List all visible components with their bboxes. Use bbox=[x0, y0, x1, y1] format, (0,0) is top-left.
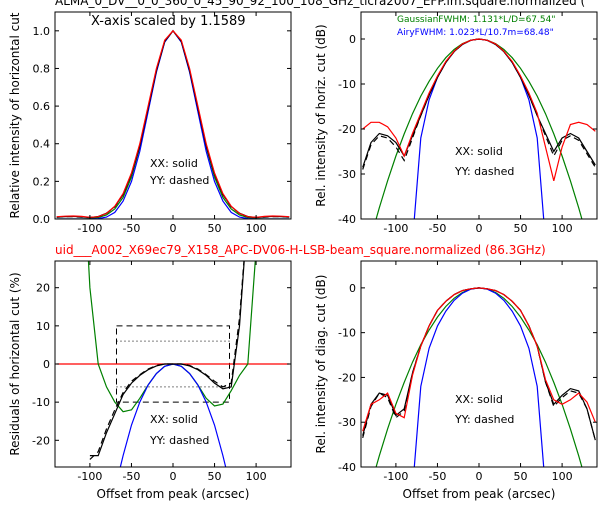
x-tick-label: 50 bbox=[208, 470, 222, 483]
annotation: XX: solid bbox=[455, 393, 503, 406]
y-tick-label: 0.6 bbox=[33, 100, 51, 113]
annotation: YY: dashed bbox=[454, 165, 514, 178]
y-tick-label: -20 bbox=[32, 434, 50, 447]
series-line bbox=[362, 38, 596, 181]
annotation: XX: solid bbox=[455, 145, 503, 158]
y-tick-label: 10 bbox=[36, 320, 50, 333]
y-tick-label: 0 bbox=[349, 33, 356, 46]
plot-area bbox=[55, 12, 291, 219]
series-line bbox=[362, 287, 596, 432]
x-tick-label: -100 bbox=[77, 222, 102, 235]
y-axis-label: Relative intensity of horizontal cut bbox=[8, 12, 22, 218]
x-tick-label: 0 bbox=[476, 222, 483, 235]
y-tick-label: -20 bbox=[338, 371, 356, 384]
y-tick-label: 0.4 bbox=[33, 138, 51, 151]
chart-title: uid___A002_X69ec79_X158_APC-DV06-H-LSB-b… bbox=[55, 243, 546, 257]
y-axis-label: Rel. intensity of diag. cut (dB) bbox=[314, 275, 328, 454]
x-tick-label: 100 bbox=[552, 222, 573, 235]
series-line bbox=[89, 261, 245, 457]
x-tick-label: 0 bbox=[170, 222, 177, 235]
x-tick-label: -50 bbox=[122, 222, 140, 235]
y-tick-label: -10 bbox=[338, 78, 356, 91]
y-tick-label: 0 bbox=[349, 282, 356, 295]
y-tick-label: -10 bbox=[32, 396, 50, 409]
annotation: GaussianFWHM: 1.131*L/D=67.54" bbox=[397, 15, 555, 25]
y-tick-label: 1.0 bbox=[33, 25, 51, 38]
y-tick-label: 0.2 bbox=[33, 175, 51, 188]
y-tick-label: -30 bbox=[338, 416, 356, 429]
x-tick-label: 100 bbox=[246, 222, 267, 235]
annotation: YY: dashed bbox=[149, 174, 209, 187]
y-tick-label: -30 bbox=[338, 168, 356, 181]
x-tick-label: 50 bbox=[208, 222, 222, 235]
plot bbox=[56, 261, 290, 467]
x-tick-label: 0 bbox=[170, 470, 177, 483]
plot bbox=[362, 38, 596, 219]
y-tick-label: -40 bbox=[338, 213, 356, 226]
y-tick-label: -40 bbox=[338, 461, 356, 474]
x-axis-label: Offset from peak (arcsec) bbox=[97, 487, 250, 501]
x-tick-label: 50 bbox=[514, 470, 528, 483]
x-tick-label: -100 bbox=[383, 222, 408, 235]
y-tick-label: 20 bbox=[36, 282, 50, 295]
y-tick-label: -20 bbox=[338, 123, 356, 136]
x-tick-label: -100 bbox=[383, 470, 408, 483]
annotation: X-axis scaled by 1.1589 bbox=[91, 14, 246, 29]
x-tick-label: 100 bbox=[552, 470, 573, 483]
y-tick-label: 0 bbox=[43, 358, 50, 371]
annotation: XX: solid bbox=[150, 157, 198, 170]
x-tick-label: -100 bbox=[77, 470, 102, 483]
y-axis-label: Rel. intensity of horiz. cut (dB) bbox=[314, 24, 328, 206]
y-axis-label: Residuals of horizontal cut (%) bbox=[8, 272, 22, 455]
series-line bbox=[56, 29, 290, 218]
annotation: XX: solid bbox=[150, 413, 198, 426]
plot-area bbox=[361, 261, 597, 467]
y-tick-label: -10 bbox=[338, 327, 356, 340]
plot bbox=[362, 287, 596, 467]
annotation: YY: dashed bbox=[454, 413, 514, 426]
x-tick-label: 0 bbox=[476, 470, 483, 483]
plot-area bbox=[361, 12, 597, 219]
x-tick-label: 100 bbox=[246, 470, 267, 483]
y-tick-label: 0.0 bbox=[33, 213, 51, 226]
annotation: AiryFWHM: 1.023*L/10.7m=68.48" bbox=[397, 28, 554, 38]
x-tick-label: 50 bbox=[514, 222, 528, 235]
x-tick-label: -50 bbox=[122, 470, 140, 483]
x-axis-label: Offset from peak (arcsec) bbox=[403, 487, 556, 501]
chart-title: ALMA_0_DV__0_0_360_0_45_90_92_100_108_GH… bbox=[55, 0, 585, 8]
x-tick-label: -50 bbox=[428, 470, 446, 483]
annotation: YY: dashed bbox=[149, 434, 209, 447]
x-tick-label: -50 bbox=[428, 222, 446, 235]
y-tick-label: 0.8 bbox=[33, 62, 51, 75]
